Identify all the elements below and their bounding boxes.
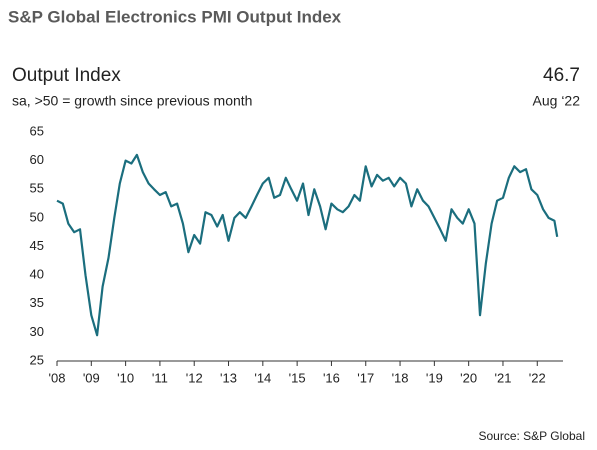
- x-tick-label: '08: [49, 370, 66, 385]
- y-tick-label: 35: [30, 295, 44, 310]
- x-tick-label: '13: [220, 370, 237, 385]
- chart-note: sa, >50 = growth since previous month: [12, 93, 252, 109]
- x-tick-label: '20: [460, 370, 477, 385]
- x-tick-label: '12: [186, 370, 203, 385]
- x-tick-label: '22: [529, 370, 546, 385]
- chart-subtitle: Output Index: [12, 65, 121, 86]
- y-tick-label: 55: [30, 181, 44, 196]
- chart-title: S&P Global Electronics PMI Output Index: [8, 7, 342, 26]
- x-tick-label: '11: [152, 370, 168, 385]
- x-tick-label: '14: [254, 370, 271, 385]
- x-tick-label: '10: [117, 370, 134, 385]
- x-tick-label: '19: [426, 370, 443, 385]
- y-tick-label: 30: [30, 324, 44, 339]
- x-tick-label: '17: [357, 370, 374, 385]
- y-tick-label: 40: [30, 267, 44, 282]
- y-tick-label: 50: [30, 209, 44, 224]
- latest-value: 46.7: [543, 65, 580, 86]
- source: Source: S&P Global: [478, 429, 585, 443]
- y-tick-label: 45: [30, 238, 44, 253]
- x-tick-label: '15: [289, 370, 306, 385]
- x-tick-label: '18: [392, 370, 409, 385]
- series-line: [56, 153, 559, 337]
- latest-label: Aug ‘22: [533, 93, 581, 109]
- y-tick-label: 25: [30, 352, 44, 367]
- y-tick-label: 65: [30, 123, 44, 138]
- x-tick-label: '21: [494, 370, 511, 385]
- x-tick-label: '16: [323, 370, 340, 385]
- y-tick-label: 60: [30, 152, 44, 167]
- x-tick-label: '09: [83, 370, 100, 385]
